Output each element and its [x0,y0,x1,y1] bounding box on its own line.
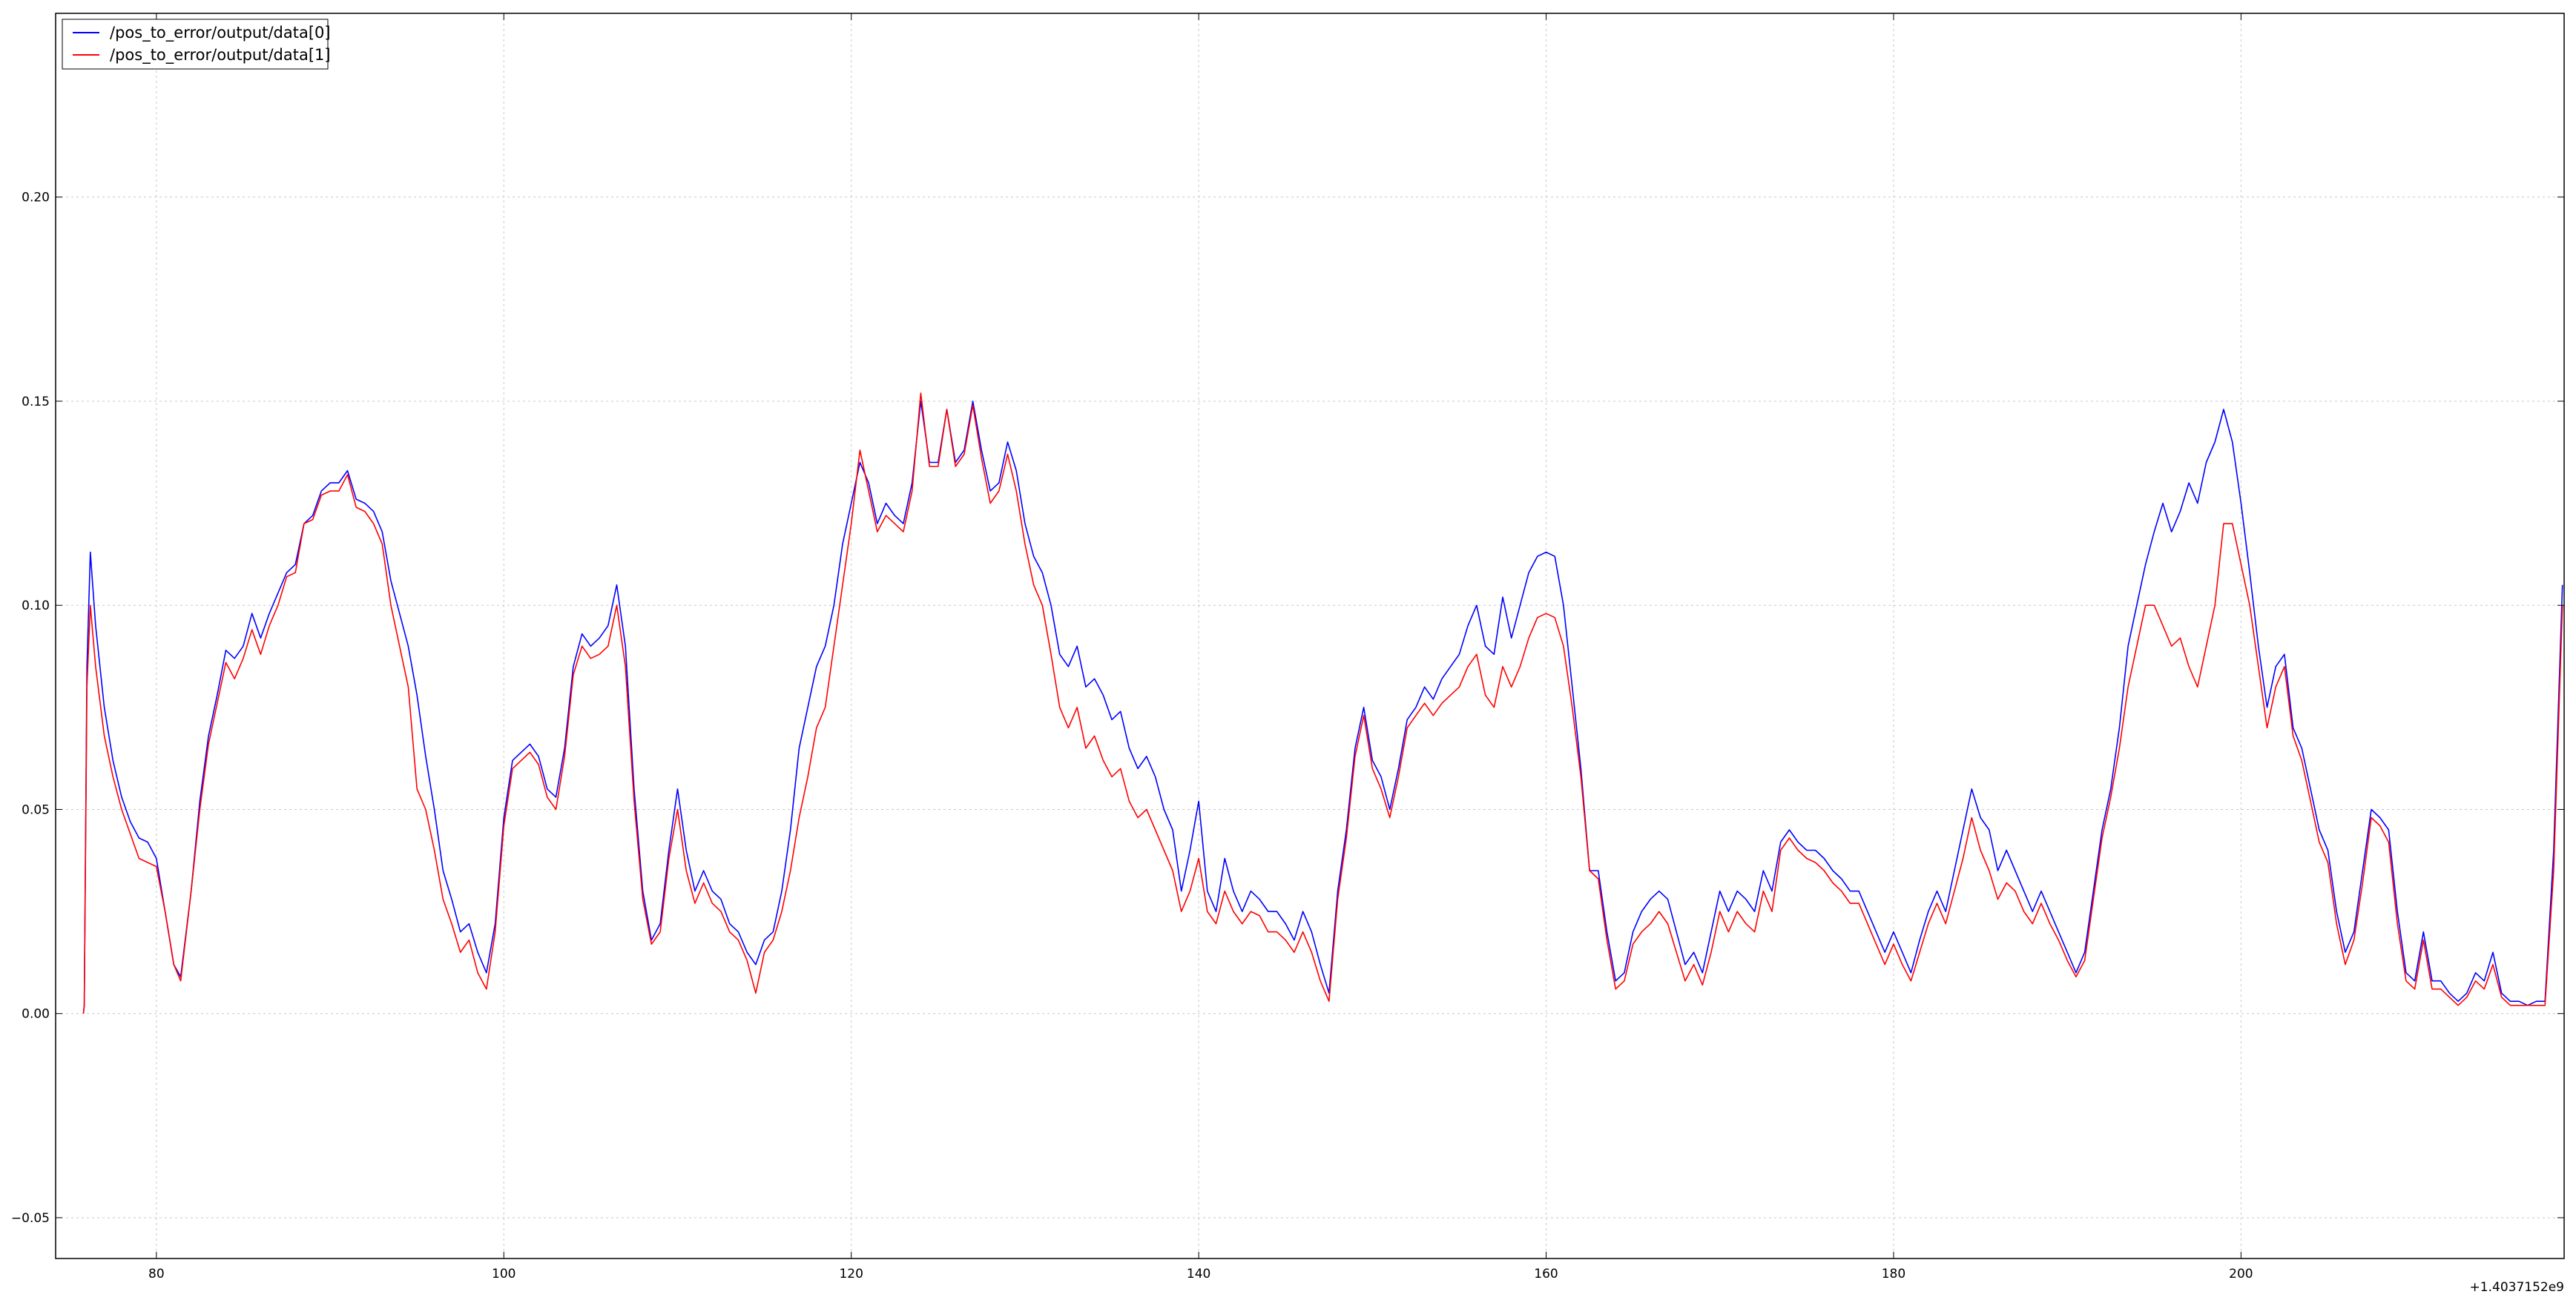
ticks: 80 100 120 140 160 180 200 −0.05 0.00 0.05 0.10 0.1… [11,13,2564,1281]
x-tick-label: 120 [839,1267,863,1281]
series-group [82,392,2563,1014]
x-offset-label: +1.4037152e9 [2470,1280,2564,1295]
legend-label-data0: /pos_to_error/output/data[0] [110,24,331,42]
x-tick-label: 140 [1187,1267,1210,1281]
x-tick-label: 160 [1534,1267,1558,1281]
legend-label-data1: /pos_to_error/output/data[1] [110,46,331,65]
y-tick-label: 0.05 [22,802,50,817]
plot-frame [55,13,2565,1259]
y-tick-label: 0.20 [22,191,50,205]
y-tick-label: −0.05 [11,1211,50,1226]
x-tick-label: 200 [2229,1267,2253,1281]
y-tick-label: 0.10 [22,598,50,613]
y-tick-label: 0.00 [22,1007,50,1022]
series-line-data0 [82,400,2563,1014]
x-tick-label: 80 [148,1267,165,1281]
x-tick-label: 100 [492,1267,515,1281]
y-tick-label: 0.15 [22,395,50,409]
x-tick-label: 180 [1882,1267,1905,1281]
series-line-data1 [82,392,2563,1014]
legend: /pos_to_error/output/data[0] /pos_to_err… [62,19,331,70]
legend-box [62,19,329,70]
